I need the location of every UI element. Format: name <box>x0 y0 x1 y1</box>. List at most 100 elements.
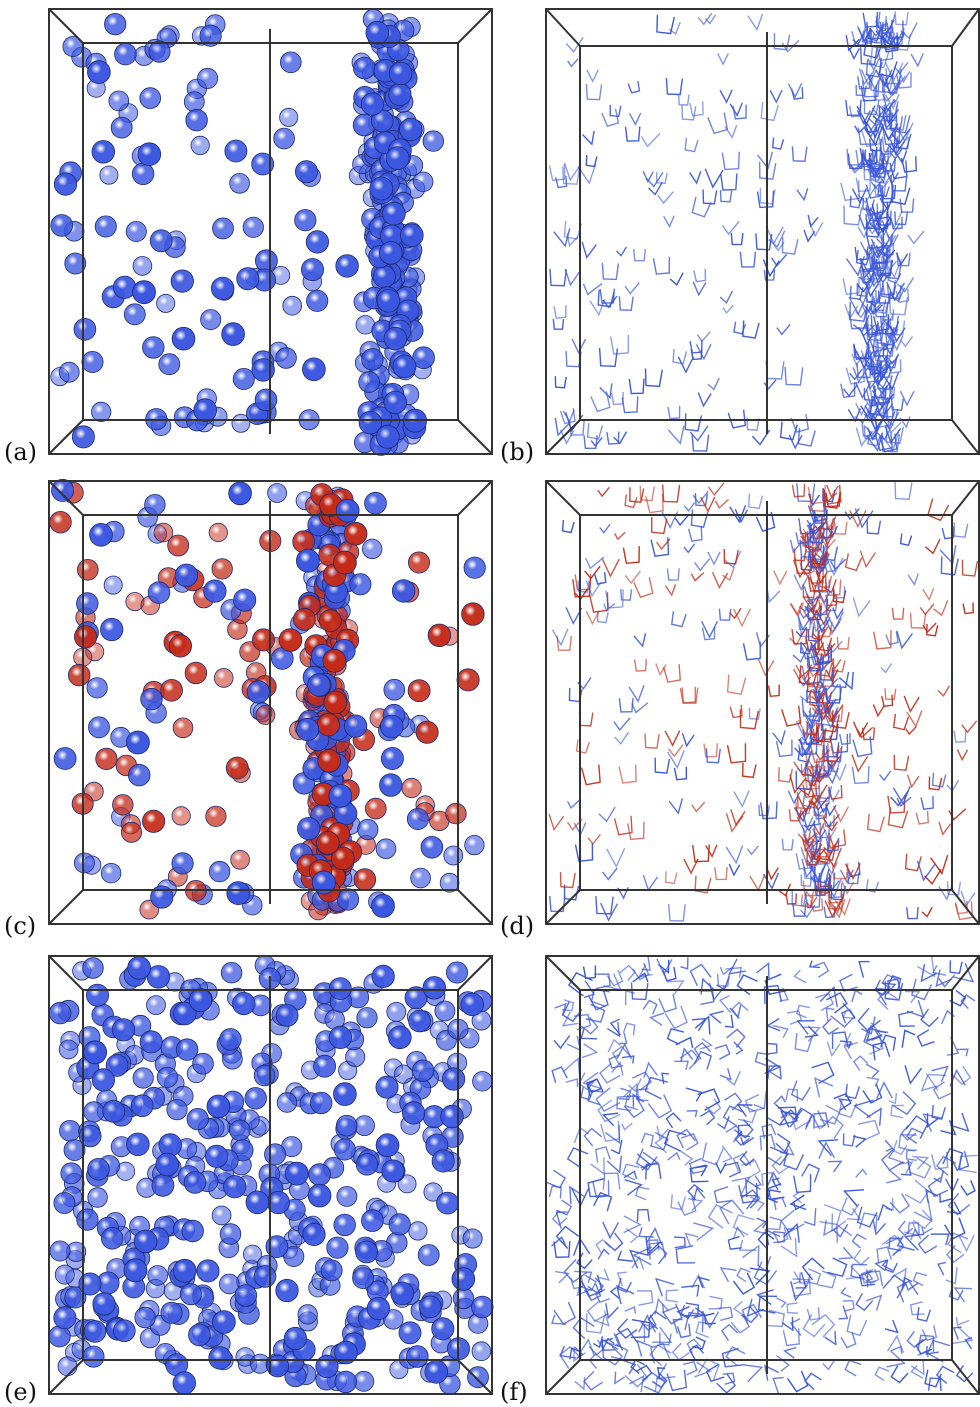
molecule-glyph <box>731 1001 749 1020</box>
molecule-glyph <box>803 583 821 602</box>
molecule-glyph <box>654 1297 669 1315</box>
molecule-glyph <box>602 1172 621 1190</box>
molecule-glyph <box>684 1232 699 1246</box>
particle-sphere <box>100 863 122 884</box>
molecule-glyph <box>810 502 826 519</box>
particle-sphere <box>357 818 379 841</box>
molecule-glyph <box>587 833 601 846</box>
molecule-glyph <box>827 888 843 904</box>
molecule-glyph <box>956 749 969 762</box>
particle-sphere <box>171 852 194 875</box>
molecule-glyph <box>597 1248 610 1260</box>
molecule-glyph <box>851 765 870 785</box>
molecule-glyph <box>674 1236 686 1249</box>
molecule-glyph <box>623 1170 638 1180</box>
molecule-glyph <box>728 958 746 975</box>
panel-a <box>48 8 493 456</box>
molecule-glyph <box>577 163 597 185</box>
particle-sphere <box>460 992 485 1017</box>
molecule-glyph <box>595 1288 611 1304</box>
molecule-glyph <box>849 195 863 209</box>
molecule-glyph <box>707 112 729 135</box>
particle-sphere <box>64 252 87 275</box>
particle-sphere <box>364 797 387 820</box>
molecule-glyph <box>892 786 911 806</box>
particle-sphere <box>315 1354 339 1379</box>
particle-sphere <box>112 794 134 816</box>
molecule-glyph <box>586 69 599 83</box>
particle-sphere <box>280 51 302 74</box>
molecule-glyph <box>721 566 735 582</box>
particle-sphere <box>336 1185 358 1207</box>
molecule-glyph <box>853 343 870 360</box>
molecule-glyph <box>819 677 839 693</box>
molecule-glyph <box>797 747 813 763</box>
molecule-glyph <box>555 1270 570 1284</box>
molecule-glyph <box>604 1232 624 1252</box>
molecule-glyph <box>896 136 910 150</box>
molecule-glyph <box>961 720 978 734</box>
molecule-glyph <box>882 308 895 321</box>
molecule-glyph <box>566 799 581 810</box>
particle-sphere <box>183 1171 207 1194</box>
molecule-glyph <box>827 899 846 919</box>
molecule-glyph <box>852 1055 869 1071</box>
particle-sphere <box>50 214 73 237</box>
molecule-glyph <box>723 550 742 569</box>
particle-sphere <box>320 1259 343 1282</box>
molecule-glyph <box>838 1246 854 1260</box>
particle-sphere <box>302 357 326 382</box>
molecule-glyph <box>693 1050 713 1070</box>
molecule-glyph <box>744 1178 761 1198</box>
molecule-glyph <box>767 1216 782 1231</box>
molecule-glyph <box>802 1314 826 1338</box>
molecule-glyph <box>632 1246 653 1266</box>
molecule-glyph <box>891 607 905 620</box>
particle-sphere <box>398 1321 422 1345</box>
molecule-glyph <box>736 1267 752 1283</box>
molecule-glyph <box>719 1199 745 1225</box>
molecule-glyph <box>730 809 746 827</box>
molecule-glyph <box>738 1182 758 1204</box>
molecule-glyph <box>890 397 905 411</box>
molecule-glyph <box>623 1096 645 1119</box>
molecule-glyph <box>610 1343 629 1361</box>
molecule-glyph <box>556 635 572 651</box>
molecule-glyph <box>602 1221 620 1240</box>
molecule-glyph <box>832 586 846 599</box>
particle-sphere <box>388 61 413 86</box>
molecule-glyph <box>693 1307 707 1319</box>
molecule-glyph <box>891 1267 907 1286</box>
molecule-glyph <box>618 1087 632 1101</box>
molecule-glyph <box>872 630 892 650</box>
molecule-glyph <box>938 974 956 988</box>
molecule-glyph <box>726 743 747 764</box>
molecule-glyph <box>559 871 576 889</box>
molecule-glyph <box>755 511 776 533</box>
particle-sphere <box>381 1159 405 1183</box>
molecule-glyph <box>627 1078 642 1093</box>
molecule-glyph <box>796 763 808 775</box>
molecule-glyph <box>900 1159 912 1176</box>
molecule-glyph <box>933 1170 945 1183</box>
molecule-glyph <box>839 1040 852 1049</box>
molecule-glyph <box>599 523 611 534</box>
molecule-glyph <box>633 658 647 672</box>
molecule-glyph <box>624 1305 637 1314</box>
molecule-glyph <box>906 774 920 789</box>
molecule-glyph <box>849 368 863 381</box>
molecule-glyph <box>789 1194 807 1211</box>
molecule-glyph <box>682 1360 698 1376</box>
molecule-glyph <box>656 538 671 551</box>
molecule-glyph <box>613 717 631 732</box>
molecule-glyph <box>589 299 606 317</box>
particle-sphere <box>54 1264 75 1285</box>
particle-sphere <box>392 354 417 379</box>
particle-sphere <box>160 1301 183 1324</box>
molecule-glyph <box>948 808 967 821</box>
panel-f-canvas <box>545 955 980 1395</box>
molecule-glyph <box>586 423 603 440</box>
molecule-glyph <box>598 806 616 823</box>
particle-sphere <box>226 881 251 906</box>
molecule-glyph <box>876 233 893 254</box>
